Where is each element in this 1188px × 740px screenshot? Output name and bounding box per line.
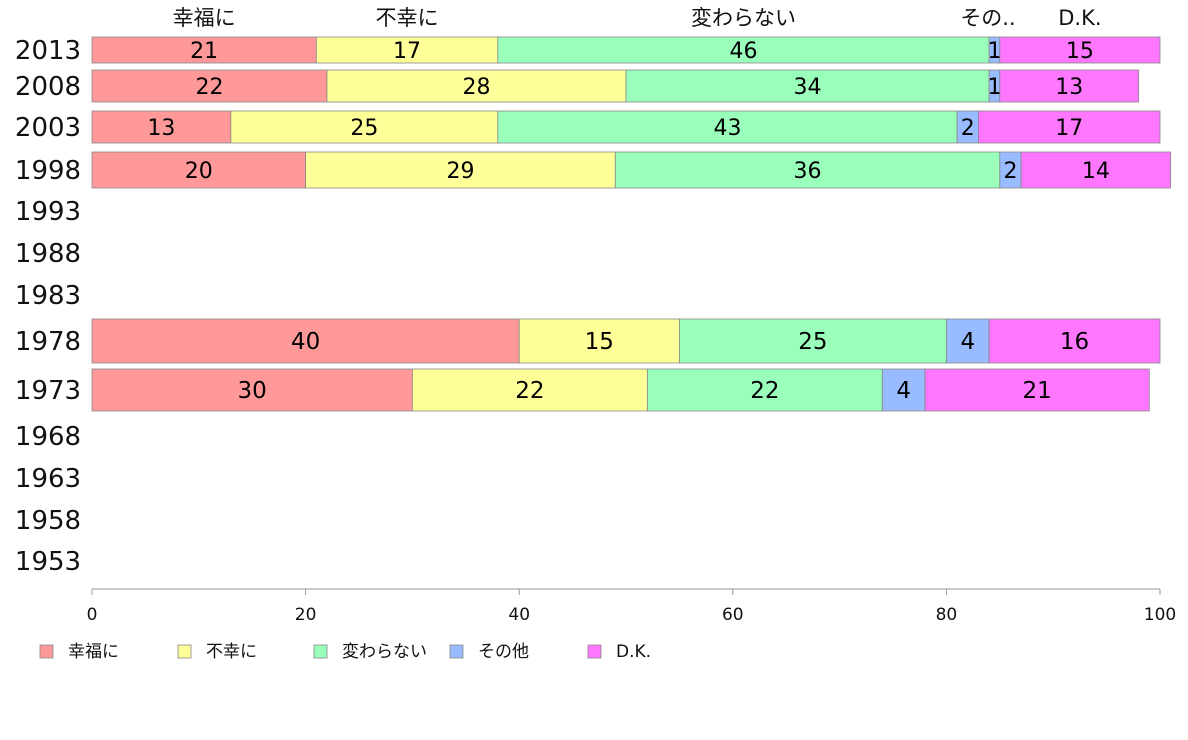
data-label: 29	[446, 159, 474, 184]
data-label: 34	[794, 75, 822, 100]
bar-segment	[411, 368, 648, 412]
top-series-label: 不幸に	[376, 6, 439, 30]
bar-segment	[978, 110, 1161, 144]
bar-segment	[999, 69, 1140, 103]
legend-swatch	[449, 644, 464, 659]
bar-segment	[999, 36, 1161, 64]
top-series-label: 幸福に	[173, 6, 236, 30]
data-label: 1	[987, 39, 1001, 64]
data-label: 22	[195, 75, 223, 100]
data-label: 30	[238, 378, 267, 404]
year-label: 1983	[15, 281, 81, 311]
bar-segment	[646, 368, 883, 412]
data-label: 46	[729, 39, 757, 64]
top-series-label: その..	[960, 6, 1015, 30]
year-label: 1988	[15, 239, 81, 269]
x-tick-label: 40	[508, 605, 530, 625]
legend-label: その他	[478, 642, 529, 662]
data-label: 20	[185, 159, 213, 184]
data-label: 4	[896, 378, 911, 404]
bar-segment	[924, 368, 1150, 412]
x-tick-label: 80	[936, 605, 958, 625]
bar-segment	[881, 368, 926, 412]
x-tick-label: 60	[722, 605, 744, 625]
legend-swatch	[177, 644, 192, 659]
bar-segment	[625, 69, 990, 103]
bar-segment	[946, 318, 990, 364]
bar-segment	[91, 368, 413, 412]
data-label: 4	[960, 329, 975, 355]
data-label: 25	[350, 116, 378, 141]
data-label: 14	[1082, 159, 1110, 184]
bar-segment	[497, 36, 990, 64]
data-label: 2	[1003, 159, 1017, 184]
bar-segment	[91, 151, 307, 189]
year-label: 1993	[15, 197, 81, 227]
data-label: 22	[750, 378, 779, 404]
year-label: 1958	[15, 506, 81, 536]
year-label: 1998	[15, 156, 81, 186]
legend-swatch	[587, 644, 602, 659]
data-label: 15	[585, 329, 614, 355]
legend-label: 変わらない	[342, 642, 427, 662]
data-label: 2	[961, 116, 975, 141]
data-label: 13	[147, 116, 175, 141]
bar-segment	[988, 318, 1161, 364]
year-label: 2008	[15, 72, 81, 102]
bar-segment	[91, 110, 232, 144]
x-tick-label: 100	[1144, 605, 1176, 625]
year-label: 1978	[15, 327, 81, 357]
data-label: 21	[190, 39, 218, 64]
top-series-label: 変わらない	[691, 6, 796, 30]
data-label: 40	[291, 329, 320, 355]
data-label: 21	[1023, 378, 1052, 404]
data-label: 43	[713, 116, 741, 141]
bar-segment	[305, 151, 616, 189]
year-label: 1963	[15, 464, 81, 494]
year-label: 1953	[15, 547, 81, 577]
legend-label: D.K.	[616, 642, 651, 662]
data-label: 13	[1055, 75, 1083, 100]
bar-segment	[326, 69, 627, 103]
legend-swatch	[39, 644, 54, 659]
data-label: 25	[798, 329, 827, 355]
legend-label: 幸福に	[68, 642, 119, 662]
x-tick-label: 0	[87, 605, 98, 625]
legend-swatch	[313, 644, 328, 659]
bar-segment	[91, 36, 317, 64]
year-label: 2003	[15, 113, 81, 143]
data-label: 17	[393, 39, 421, 64]
bar-segment	[315, 36, 499, 64]
bar-segment	[91, 318, 520, 364]
data-label: 22	[515, 378, 544, 404]
bar-segment	[91, 69, 328, 103]
data-label: 15	[1066, 39, 1094, 64]
data-label: 1	[987, 75, 1001, 100]
bar-segment	[1020, 151, 1172, 189]
data-label: 28	[462, 75, 490, 100]
year-label: 1973	[15, 376, 81, 406]
bar-segment	[518, 318, 680, 364]
top-series-label: D.K.	[1058, 6, 1101, 30]
x-tick-label: 20	[295, 605, 317, 625]
bar-segment	[614, 151, 1001, 189]
bar-segment	[679, 318, 947, 364]
data-label: 16	[1060, 329, 1089, 355]
year-label: 1968	[15, 422, 81, 452]
data-label: 36	[794, 159, 822, 184]
legend-label: 不幸に	[206, 642, 257, 662]
year-label: 2013	[15, 36, 81, 66]
bar-segment	[497, 110, 958, 144]
data-label: 17	[1055, 116, 1083, 141]
